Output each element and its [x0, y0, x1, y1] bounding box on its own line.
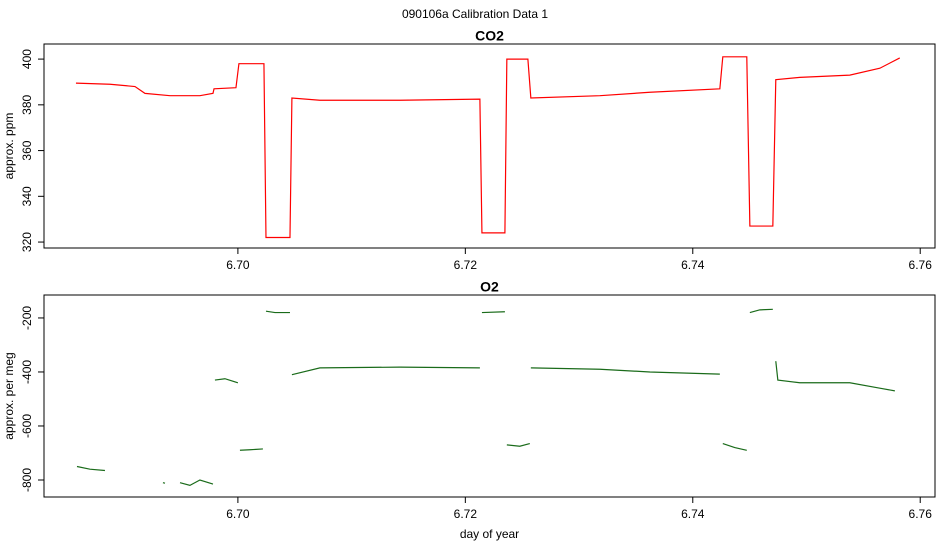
page-title: 090106a Calibration Data 1 — [402, 7, 548, 21]
plot-frame — [43, 43, 936, 249]
x-tick-label: 6.70 — [226, 258, 250, 272]
y-tick-label: 320 — [20, 232, 34, 252]
x-tick-label: 6.72 — [454, 507, 478, 521]
plot-frame — [43, 294, 936, 498]
x-axis-label: day of year — [460, 527, 519, 541]
y-tick-label: 380 — [20, 95, 34, 115]
x-tick-label: 6.70 — [226, 507, 250, 521]
x-tick-label: 6.76 — [909, 258, 933, 272]
panel-title: O2 — [480, 279, 499, 295]
x-tick-label: 6.74 — [681, 507, 705, 521]
y-axis-label: approx. ppm — [2, 113, 16, 180]
y-tick-label: -200 — [20, 306, 34, 330]
x-tick-label: 6.76 — [909, 507, 933, 521]
y-tick-label: 340 — [20, 186, 34, 206]
y-tick-label: -600 — [20, 414, 34, 438]
panel-title: CO2 — [475, 28, 504, 44]
data-line — [76, 308, 895, 487]
y-tick-label: 400 — [20, 49, 34, 69]
y-tick-label: -400 — [20, 360, 34, 384]
x-tick-label: 6.72 — [454, 258, 478, 272]
y-tick-label: 360 — [20, 140, 34, 160]
y-axis-label: approx. per meg — [2, 352, 16, 439]
data-line — [75, 56, 901, 239]
y-tick-label: -800 — [20, 468, 34, 492]
x-tick-label: 6.74 — [681, 258, 705, 272]
